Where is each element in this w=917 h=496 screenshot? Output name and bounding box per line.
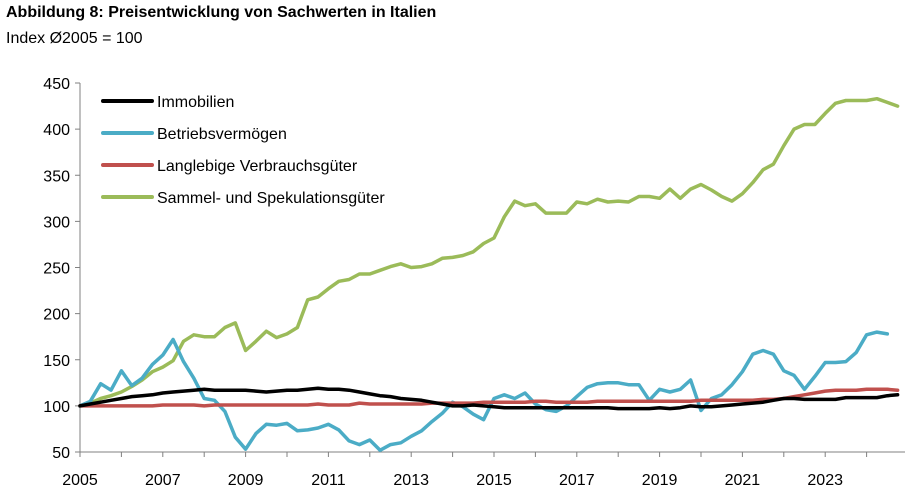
y-tick-label: 250 xyxy=(43,261,70,278)
x-tick-label: 2011 xyxy=(311,472,346,489)
series-line-0 xyxy=(78,386,900,411)
y-tick-label: 400 xyxy=(43,122,70,139)
chart-subtitle: Index Ø2005 = 100 xyxy=(6,30,143,47)
x-tick-label: 2005 xyxy=(62,472,98,489)
x-tick-label: 2017 xyxy=(559,472,595,489)
series-line-3 xyxy=(78,96,900,408)
legend-label-1: Betriebsvermögen xyxy=(157,126,287,143)
legend-label-0: Immobilien xyxy=(157,94,234,111)
y-tick-label: 50 xyxy=(52,445,70,462)
legend: Immobilien Betriebsvermögen Langlebige Ver… xyxy=(101,94,385,207)
y-tick-label: 350 xyxy=(43,168,70,185)
y-tick-label: 300 xyxy=(43,214,70,231)
x-tick-label: 2009 xyxy=(228,472,264,489)
x-tick-label: 2023 xyxy=(807,472,843,489)
y-tick-label: 100 xyxy=(43,399,70,416)
y-tick-label: 150 xyxy=(43,353,70,370)
x-tick-label: 2007 xyxy=(145,472,181,489)
x-tick-label: 2019 xyxy=(642,472,678,489)
y-tick-label: 200 xyxy=(43,307,70,324)
series-lines xyxy=(78,96,900,452)
y-tick-label: 450 xyxy=(43,76,70,93)
x-tick-label: 2021 xyxy=(725,472,761,489)
legend-label-3: Sammel- und Spekulationsgüter xyxy=(157,190,385,207)
series-line-2 xyxy=(78,387,900,408)
series-line-1 xyxy=(78,330,890,452)
x-tick-label: 2015 xyxy=(476,472,512,489)
axes: 50 100 150 200 250 300 350 400 450 2005 2007 2009 20… xyxy=(43,76,905,489)
x-tick-label: 2013 xyxy=(393,472,429,489)
chart-title: Abbildung 8: Preisentwicklung von Sachwe… xyxy=(6,4,437,21)
legend-label-2: Langlebige Verbrauchsgüter xyxy=(157,158,358,175)
